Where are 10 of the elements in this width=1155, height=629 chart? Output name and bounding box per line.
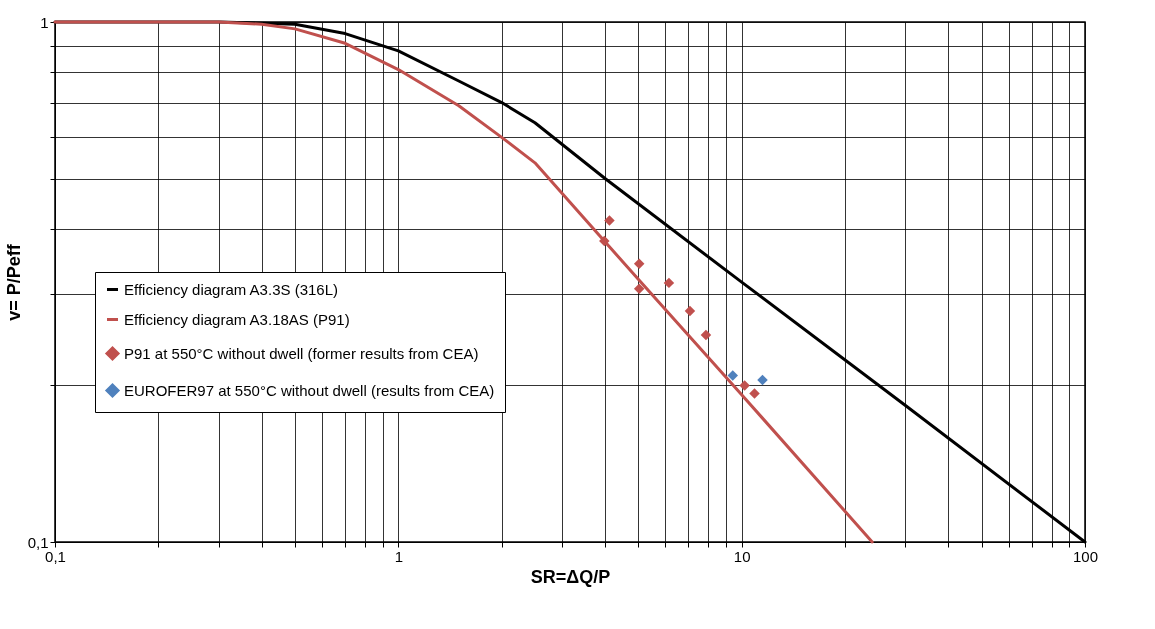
x-axis-title: SR=ΔQ/P — [530, 566, 611, 587]
x-tick-label: 1 — [394, 547, 404, 565]
y-axis-title: v= P/Peff — [3, 243, 24, 321]
x-tick-label: 0,1 — [45, 547, 66, 565]
x-tick-label: 10 — [733, 547, 751, 565]
legend-label: P91 at 550°C without dwell (former results from CEA) — [124, 344, 479, 362]
x-tick-label: 100 — [1072, 547, 1099, 565]
legend-label: Efficiency diagram A3.3S (316L) — [124, 280, 339, 298]
legend-label: Efficiency diagram A3.18AS (P91) — [124, 310, 350, 328]
legend-label: EUROFER97 at 550°C without dwell (results from CEA) — [124, 381, 495, 399]
